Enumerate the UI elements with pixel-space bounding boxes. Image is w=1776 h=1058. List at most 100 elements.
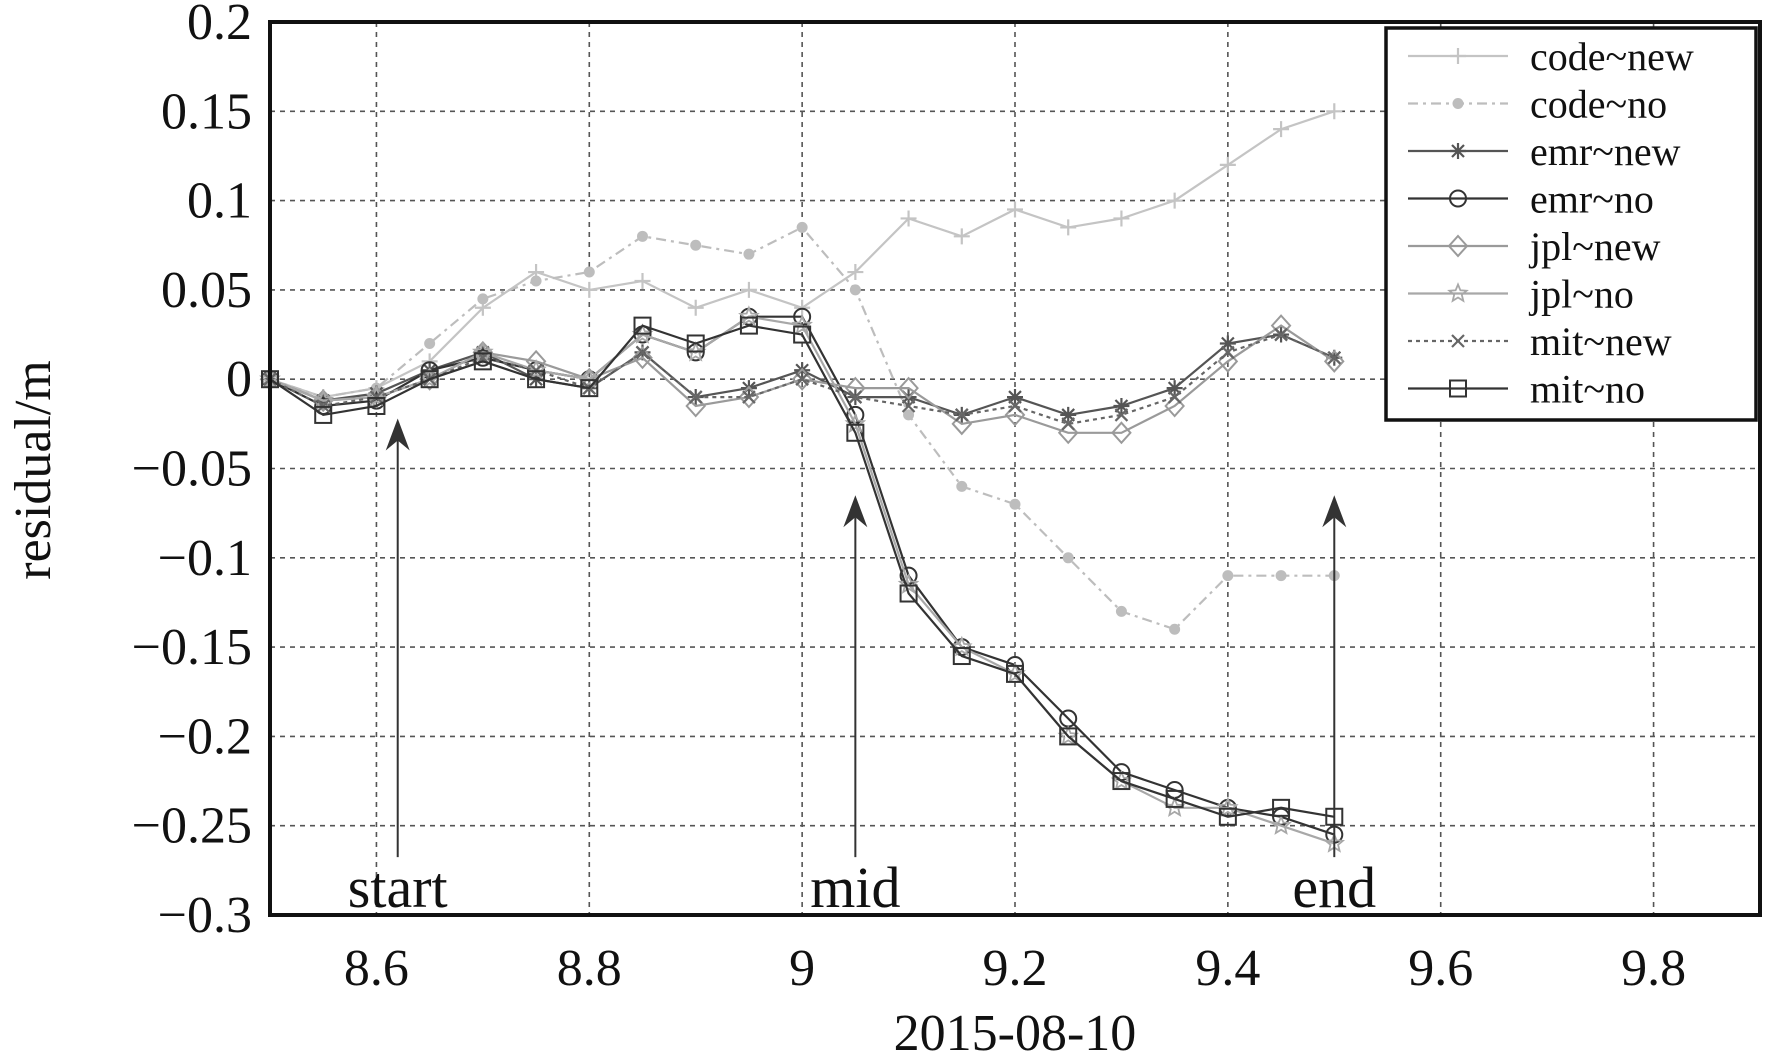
data-point-code-no [903, 409, 915, 421]
data-point-mit-no [1059, 727, 1078, 746]
x-tick-label: 9.8 [1621, 940, 1686, 997]
data-point-code-no [690, 239, 702, 251]
y-tick-label: 0.05 [161, 262, 252, 319]
data-point-jpl-no [684, 341, 707, 362]
data-point-mit-new [1327, 350, 1342, 365]
data-point-code-new [953, 228, 970, 245]
data-point-jpl-no [1270, 814, 1292, 835]
data-point-jpl-new [738, 385, 760, 409]
data-point-code-no [1169, 623, 1181, 635]
data-point-code-new [1113, 210, 1130, 227]
data-point-mit-no [1218, 807, 1237, 826]
data-point-code-new [1273, 121, 1290, 138]
data-point-code-new [1007, 201, 1023, 218]
x-tick-label: 9 [789, 940, 815, 997]
x-tick-label: 9.6 [1408, 940, 1473, 997]
y-tick-label: 0.2 [187, 0, 252, 51]
data-point-code-no [743, 248, 755, 260]
x-tick-label: 8.8 [557, 940, 622, 997]
data-point-code-no [530, 275, 542, 287]
legend-swatch-marker [1450, 143, 1466, 159]
data-point-code-new [847, 264, 864, 281]
data-point-jpl-new [1323, 349, 1345, 373]
annotation-label: mid [810, 855, 900, 920]
data-point-code-new [687, 299, 704, 316]
annotation-mid: mid [810, 495, 900, 920]
y-tick-labels: 0.2 0.15 0.1 0.05 0 −0.05 −0.1 −0.15 −0.2 −0.25 −0… [132, 0, 252, 944]
data-point-mit-new [795, 372, 809, 386]
data-point-jpl-no [1163, 796, 1186, 818]
arrow-head-icon [1322, 495, 1347, 528]
arrow-head-icon [385, 418, 410, 451]
data-point-mit-no [1006, 664, 1024, 683]
data-point-mit-no [1272, 798, 1291, 817]
data-point-jpl-no [1057, 725, 1080, 746]
data-point-code-new [634, 272, 651, 289]
data-point-mit-no [473, 352, 492, 371]
data-point-code-no [1062, 552, 1074, 564]
data-point-code-no [1115, 605, 1127, 617]
data-point-code-new [1166, 192, 1183, 209]
y-tick-label: −0.05 [132, 441, 252, 498]
data-point-code-new [1060, 219, 1077, 236]
y-tick-label: −0.1 [158, 530, 252, 587]
legend-swatch-marker [1452, 98, 1464, 109]
data-point-emr-new [1113, 397, 1130, 414]
plot-frame [268, 20, 1762, 917]
legend-item-mit-new: mit~new [1408, 319, 1672, 364]
legend-swatch-marker [1447, 282, 1469, 303]
legend-label: emr~new [1530, 129, 1681, 174]
data-point-code-new [1219, 156, 1236, 173]
data-point-code-no [956, 480, 968, 492]
data-point-code-no [1009, 498, 1021, 510]
data-point-code-new [1326, 103, 1343, 120]
data-point-mit-no [633, 316, 652, 335]
data-point-mit-no [739, 316, 758, 335]
x-tick-label: 8.6 [344, 940, 409, 997]
data-point-mit-new [1274, 327, 1288, 342]
annotation-start: start [348, 418, 448, 920]
arrow-head-icon [843, 495, 868, 528]
y-tick-label: 0.1 [187, 173, 252, 230]
series-code-no [264, 221, 1340, 635]
legend-item-emr-new: emr~new [1408, 129, 1681, 174]
legend-label: emr~no [1530, 177, 1654, 222]
legend-item-jpl-new: jpl~new [1408, 224, 1661, 269]
data-point-mit-new [955, 408, 969, 422]
legend-label: code~new [1530, 34, 1694, 79]
data-point-mit-new [901, 399, 916, 413]
series-line-code-no [269, 226, 1335, 631]
legend-swatch-marker [1449, 189, 1467, 208]
legend-swatch-marker [1447, 234, 1469, 258]
data-point-code-no [1222, 570, 1234, 582]
data-point-emr-new [1007, 389, 1023, 406]
data-point-mit-new [1221, 345, 1235, 360]
series-mit-no [261, 316, 1344, 826]
data-point-code-new [581, 281, 598, 298]
annotation-end: end [1292, 495, 1376, 920]
legend: code~newcode~noemr~newemr~nojpl~newjpl~n… [1384, 26, 1758, 422]
data-point-code-no [424, 337, 436, 349]
legend-label: code~no [1530, 82, 1667, 127]
data-point-jpl-no [1110, 769, 1133, 791]
data-point-code-no [637, 230, 648, 242]
legend-label: mit~new [1530, 319, 1672, 364]
data-point-mit-new [848, 390, 863, 404]
data-point-jpl-no [1217, 796, 1239, 818]
y-tick-label: −0.15 [132, 619, 252, 676]
data-point-mit-new [1167, 390, 1182, 404]
data-point-mit-new [688, 390, 703, 404]
legend-swatch-marker [1450, 48, 1466, 64]
data-point-emr-new [1166, 380, 1183, 397]
x-tick-label: 9.4 [1195, 940, 1260, 997]
y-tick-label: −0.2 [158, 708, 252, 765]
legend-item-jpl-no: jpl~no [1408, 272, 1634, 317]
legend-item-code-no: code~no [1408, 82, 1667, 127]
series-line-mit-new [269, 333, 1335, 426]
data-point-mit-no [314, 405, 333, 424]
data-point-code-no [796, 221, 808, 233]
y-tick-label: −0.25 [132, 798, 252, 855]
data-point-code-no [849, 284, 861, 296]
data-point-mit-no [899, 584, 918, 603]
x-tick-label: 9.2 [983, 940, 1048, 997]
